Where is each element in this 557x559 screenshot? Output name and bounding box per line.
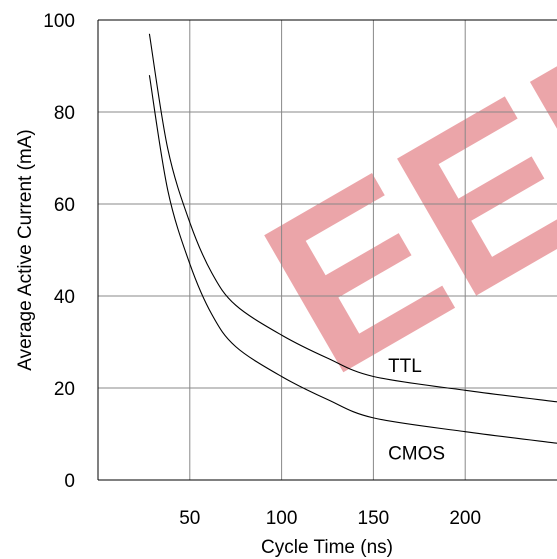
y-tick-label: 100 xyxy=(43,11,75,32)
series-layer xyxy=(148,33,557,444)
x-axis-label: Cycle Time (ns) xyxy=(261,537,393,558)
y-tick-label: 20 xyxy=(54,379,75,400)
x-tick-label: 100 xyxy=(266,508,298,529)
x-tick-label: 150 xyxy=(358,508,390,529)
series-annotations: TTL CMOS xyxy=(388,356,445,464)
series-label-ttl: TTL xyxy=(388,356,422,377)
y-tick-label: 0 xyxy=(64,471,75,492)
grid-lines xyxy=(98,20,557,480)
tick-labels: 50 100 150 200 0 20 40 60 80 100 xyxy=(43,11,481,529)
series-line-ttl xyxy=(148,33,557,403)
y-axis-label: Average Active Current (mA) xyxy=(15,129,36,370)
x-tick-label: 50 xyxy=(179,508,200,529)
y-tick-label: 60 xyxy=(54,195,75,216)
axis-labels: Cycle Time (ns) Average Active Current (… xyxy=(15,129,393,558)
y-tick-label: 80 xyxy=(54,103,75,124)
x-tick-label: 200 xyxy=(449,508,481,529)
plot-frame xyxy=(97,19,557,481)
series-line-cmos xyxy=(148,75,557,444)
series-label-cmos: CMOS xyxy=(388,443,445,464)
y-tick-label: 40 xyxy=(54,287,75,308)
